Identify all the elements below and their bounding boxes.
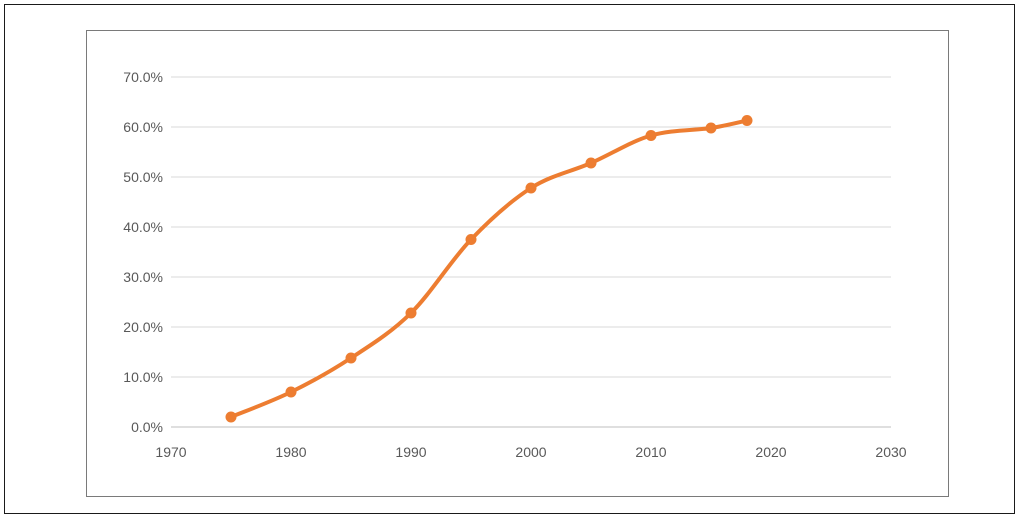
x-axis-tick-labels: 1970 1980 1990 2000 2010 2020 2030 (155, 444, 906, 460)
chart-area: 0.0% 10.0% 20.0% 30.0% 40.0% 50.0% 60.0% 70.0% … (86, 30, 949, 497)
y-tick-label: 70.0% (123, 69, 163, 85)
data-point-marker (585, 157, 597, 169)
x-tick-label: 2030 (875, 444, 906, 460)
data-point-marker (465, 234, 477, 245)
data-point-marker (405, 307, 417, 319)
y-tick-label: 0.0% (131, 419, 163, 435)
y-tick-label: 40.0% (123, 219, 163, 235)
data-point-marker (225, 411, 237, 423)
data-point-marker (645, 130, 657, 141)
figure-frame: 0.0% 10.0% 20.0% 30.0% 40.0% 50.0% 60.0% 70.0% … (4, 4, 1015, 514)
data-point-marker (741, 115, 753, 126)
y-tick-label: 60.0% (123, 119, 163, 135)
gridlines (171, 76, 891, 378)
x-tick-label: 2000 (515, 444, 546, 460)
x-tick-label: 2010 (635, 444, 666, 460)
data-point-marker (705, 122, 717, 134)
y-tick-label: 30.0% (123, 269, 163, 285)
series-line (229, 118, 749, 419)
x-tick-label: 1980 (275, 444, 306, 460)
data-point-marker (345, 352, 357, 364)
series (229, 118, 749, 419)
line-chart: 0.0%10.0%20.0%30.0%40.0%50.0%60.0%70.0% … (123, 69, 906, 460)
x-tick-label: 1990 (395, 444, 426, 460)
y-axis-tick-labels: 0.0% 10.0% 20.0% 30.0% 40.0% 50.0% 60.0% 70.0% (123, 69, 163, 435)
x-tick-label: 1970 (155, 444, 186, 460)
data-markers (225, 115, 753, 423)
y-tick-label: 20.0% (123, 319, 163, 335)
x-tick-label: 2020 (755, 444, 786, 460)
data-point-marker (525, 182, 537, 194)
y-tick-label: 50.0% (123, 169, 163, 185)
y-tick-label: 10.0% (123, 369, 163, 385)
data-point-marker (285, 386, 297, 398)
